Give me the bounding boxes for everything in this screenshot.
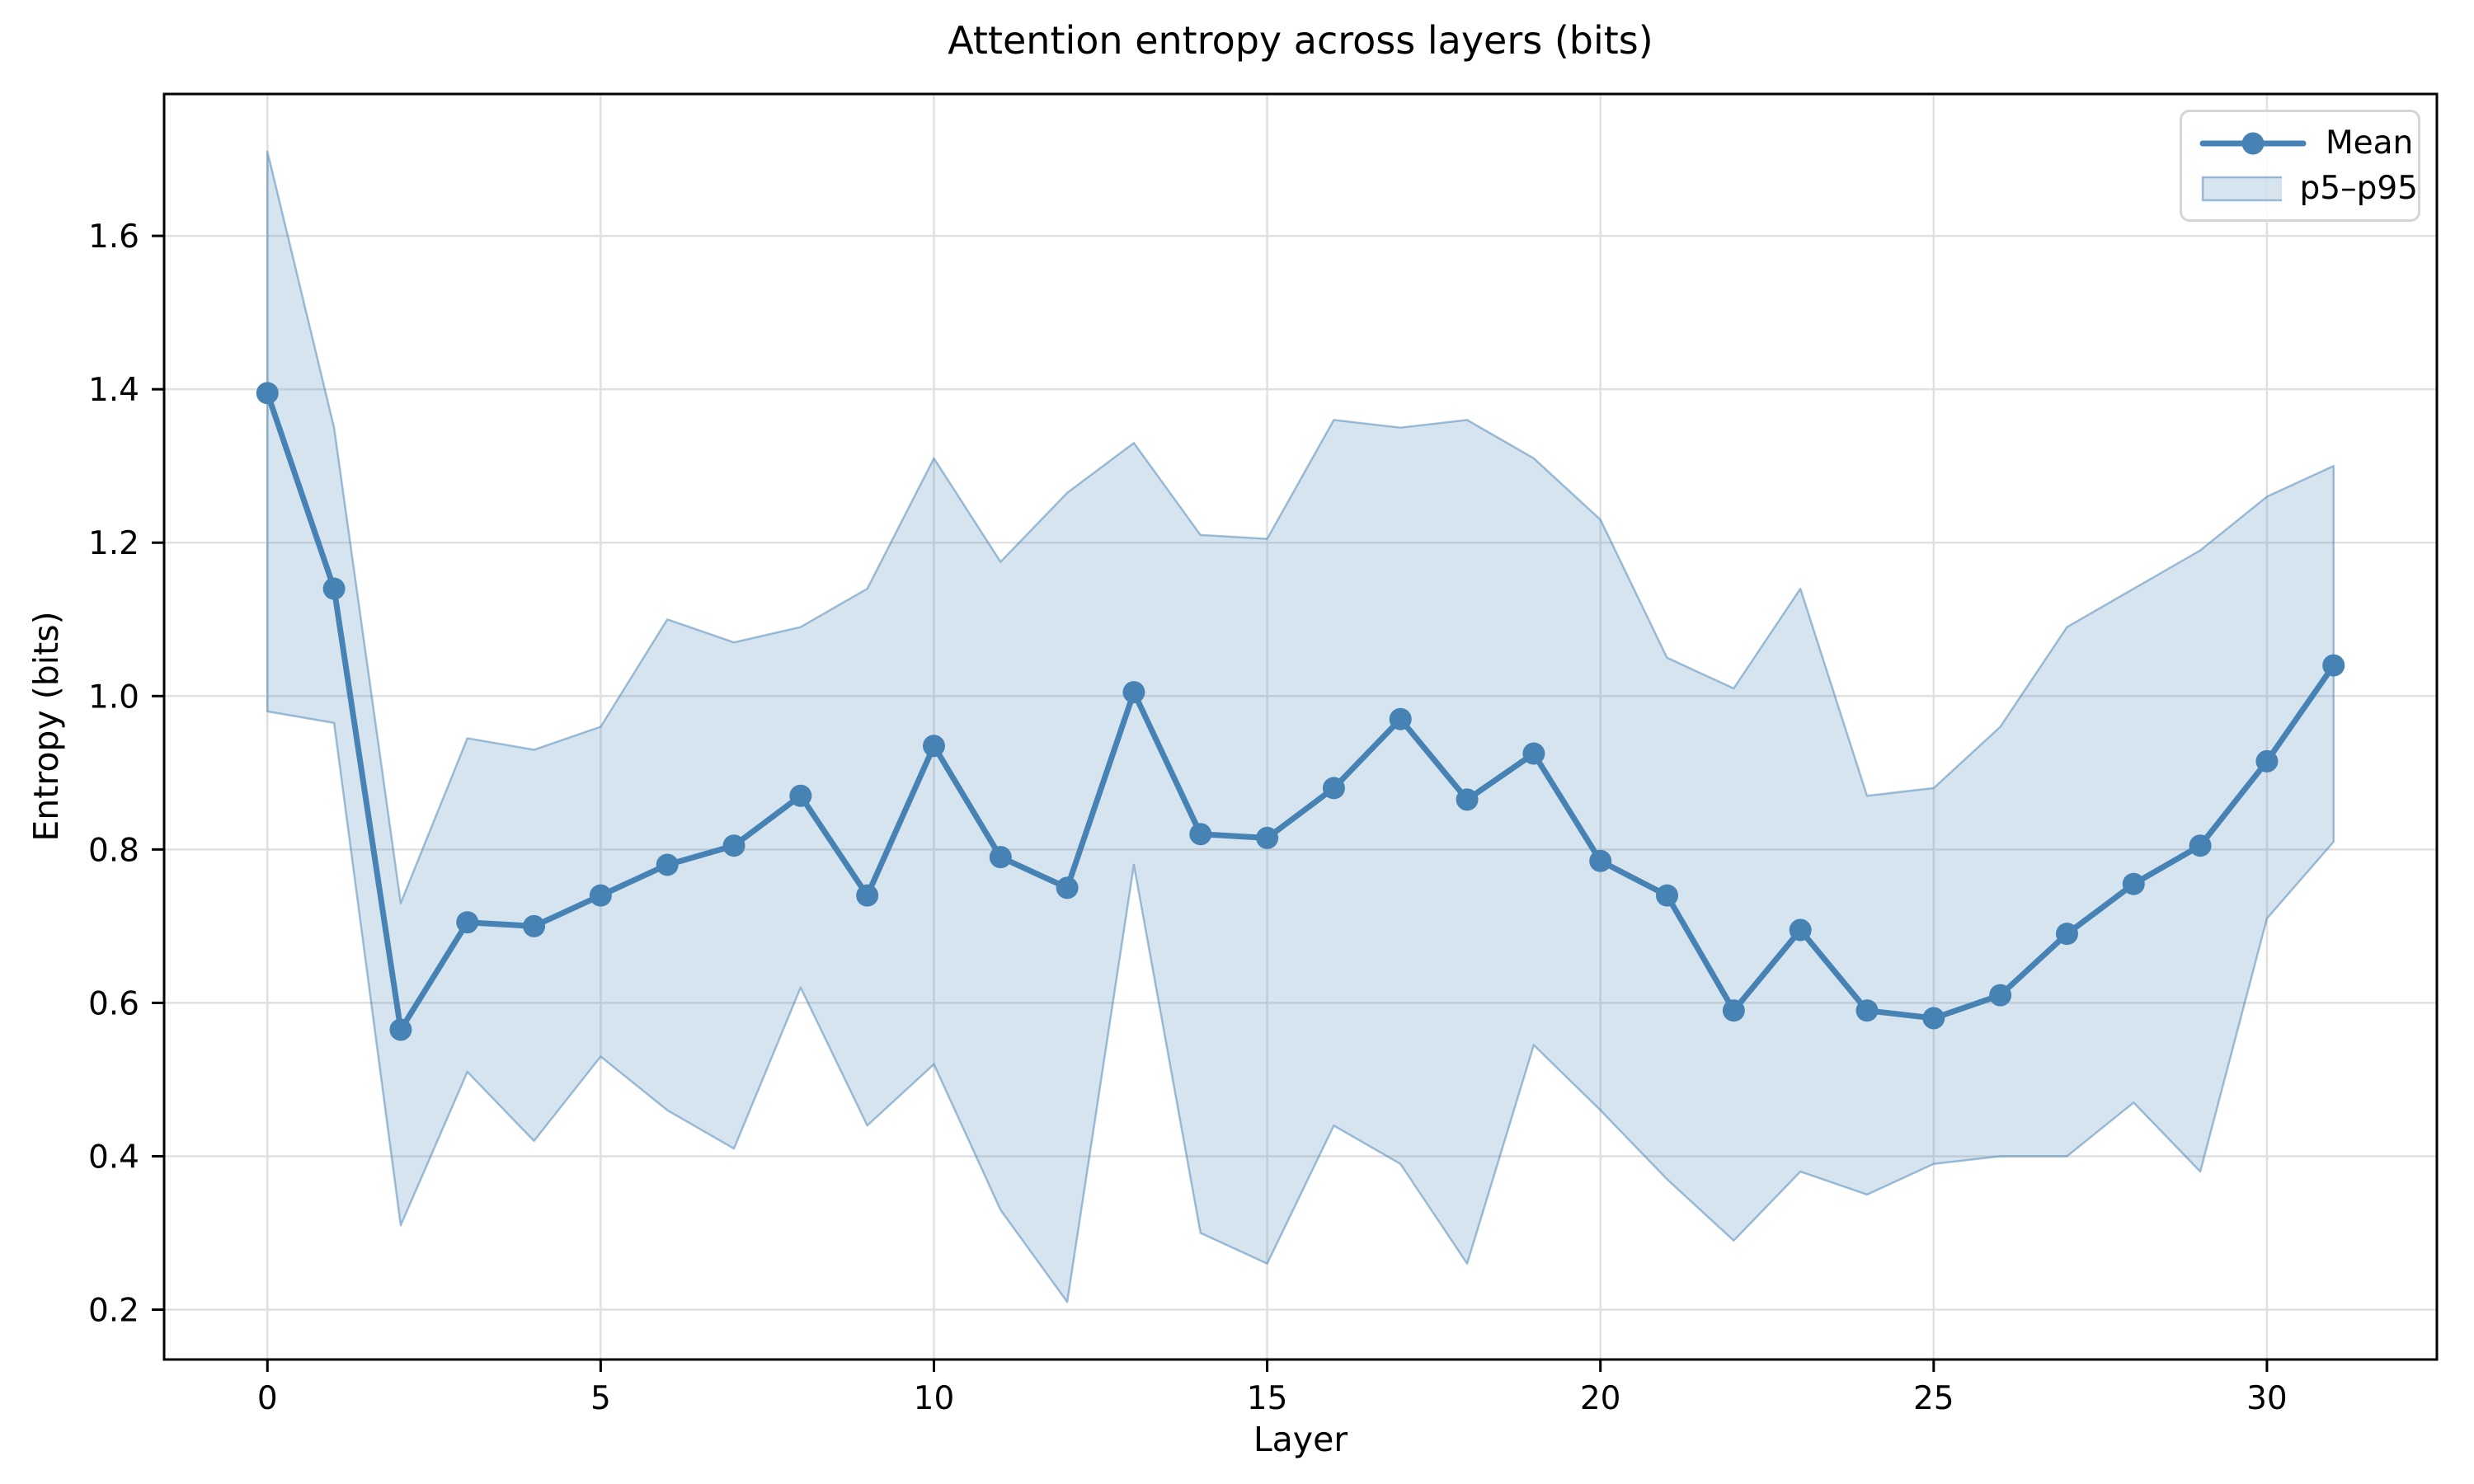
data-point-marker [789, 784, 812, 807]
x-tick-label: 30 [2246, 1380, 2288, 1417]
chart-title: Attention entropy across layers (bits) [948, 18, 1653, 63]
y-tick-label: 1.2 [88, 525, 139, 562]
x-tick-label: 25 [1913, 1380, 1954, 1417]
data-point-marker [1322, 777, 1345, 800]
gridlines [164, 94, 2437, 1360]
data-point-marker [922, 735, 945, 758]
x-tick-label: 0 [257, 1380, 278, 1417]
data-point-marker [589, 884, 612, 907]
data-point-marker [1256, 826, 1279, 849]
data-point-marker [1922, 1007, 1945, 1030]
data-point-marker [2122, 872, 2145, 895]
mean-line [264, 390, 2337, 1033]
data-point-marker [1589, 849, 1612, 872]
data-point-marker [2055, 923, 2078, 946]
y-tick-label: 1.4 [88, 372, 139, 409]
y-tick-label: 1.6 [88, 218, 139, 256]
band-p5-p95 [266, 150, 2335, 1303]
data-point-marker [1189, 823, 1212, 846]
data-point-marker [2255, 749, 2279, 773]
data-point-marker [322, 577, 346, 600]
legend-entry-band: p5–p95 [2199, 170, 2418, 207]
data-point-marker [389, 1018, 412, 1041]
data-point-marker [989, 846, 1012, 869]
x-axis-label: Layer [1253, 1420, 1348, 1459]
mean-markers [256, 382, 2345, 1041]
legend: Mean p5–p95 [2180, 110, 2420, 222]
data-point-marker [1122, 681, 1145, 704]
data-point-marker [2322, 654, 2345, 677]
y-tick-label: 0.2 [88, 1293, 139, 1330]
data-point-marker [1789, 918, 1812, 942]
data-point-marker [856, 884, 879, 907]
y-axis-ticks: 0.2 0.4 0.6 0.8 1.0 1.2 1.4 1.6 [88, 218, 164, 1330]
data-point-marker [1722, 999, 1745, 1022]
data-point-marker [1389, 707, 1412, 730]
x-tick-label: 5 [590, 1380, 611, 1417]
data-point-marker [523, 914, 546, 937]
x-tick-label: 20 [1580, 1380, 1621, 1417]
band-swatch-icon [2201, 176, 2282, 201]
legend-label-band: p5–p95 [2299, 170, 2418, 207]
data-point-marker [2189, 834, 2212, 857]
y-tick-label: 0.6 [88, 985, 139, 1022]
data-point-marker [1989, 984, 2012, 1007]
y-tick-label: 0.8 [88, 832, 139, 869]
y-tick-label: 0.4 [88, 1139, 139, 1176]
x-tick-label: 15 [1247, 1380, 1288, 1417]
data-point-marker [256, 382, 279, 405]
data-point-marker [1656, 884, 1679, 907]
data-point-marker [1856, 999, 1879, 1022]
mean-line-icon [2199, 132, 2307, 154]
data-point-marker [1522, 742, 1545, 765]
x-axis-ticks: 0 5 10 15 20 25 30 [257, 1360, 2288, 1417]
data-point-marker [722, 834, 745, 857]
x-tick-label: 10 [914, 1380, 955, 1417]
data-point-marker [1456, 788, 1479, 811]
data-point-marker [456, 911, 479, 934]
axes-spines [162, 92, 2439, 1361]
data-point-marker [1056, 876, 1079, 899]
data-point-marker [656, 853, 679, 876]
legend-label-mean: Mean [2326, 124, 2414, 162]
y-tick-label: 1.0 [88, 679, 139, 716]
legend-entry-mean: Mean [2199, 124, 2418, 162]
